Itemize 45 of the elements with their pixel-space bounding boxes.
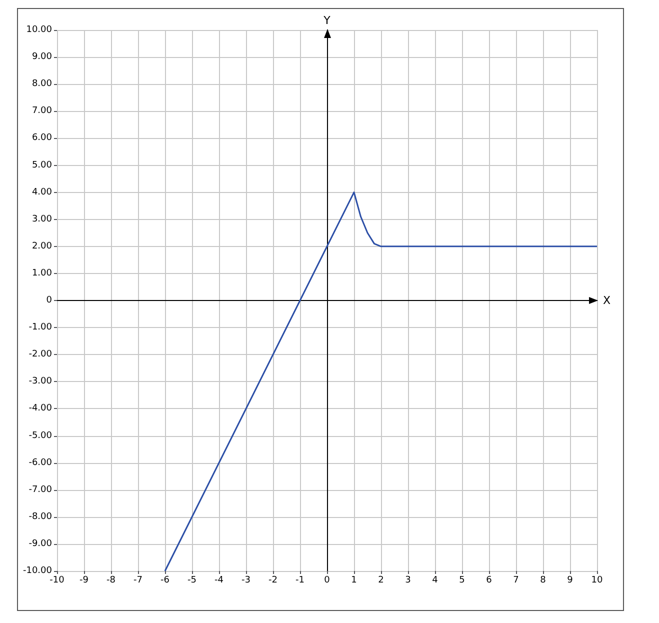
x-tick-label: 2 (378, 576, 384, 586)
y-tick-label: 8.00 (32, 79, 52, 90)
x-tick-label: 3 (405, 576, 411, 586)
x-tick-label: -9 (80, 576, 89, 586)
y-tick-label: -8.00 (28, 512, 52, 522)
x-tick-label: -5 (188, 576, 196, 586)
y-tick-label: -3.00 (28, 376, 52, 387)
x-tick-label: 7 (513, 576, 519, 586)
y-tick-label: -1.00 (28, 322, 52, 333)
y-tick-label: 1.00 (32, 268, 52, 278)
x-tick-label: 5 (459, 576, 465, 586)
y-tick-label: -6.00 (28, 458, 52, 468)
x-tick-label: 6 (486, 576, 492, 586)
x-tick-label: -1 (296, 576, 304, 586)
x-axis-title: X (603, 294, 611, 307)
x-tick-label: 8 (540, 576, 546, 586)
y-tick-label: 7.00 (32, 106, 52, 116)
y-tick-label: 6.00 (32, 133, 52, 144)
x-tick-label: -8 (106, 576, 116, 586)
y-tick-label: 3.00 (32, 214, 52, 224)
y-tick-label: -2.00 (28, 350, 52, 360)
y-tick-label: -7.00 (28, 484, 52, 495)
y-tick-label: -4.00 (28, 404, 52, 414)
x-tick-label: -10 (50, 576, 65, 586)
y-axis-title: Y (322, 14, 331, 27)
x-tick-label: -7 (134, 576, 142, 586)
y-tick-label: -10.00 (22, 566, 52, 576)
x-tick-label: -2 (268, 576, 278, 586)
x-tick-label: 0 (324, 576, 330, 586)
y-tick-label: -5.00 (28, 430, 52, 441)
x-tick-label: -6 (160, 576, 170, 586)
y-tick-label: 2.00 (32, 241, 52, 252)
x-tick-label: -4 (214, 576, 224, 586)
y-tick-label: 4.00 (32, 187, 52, 198)
x-tick-label: 1 (351, 576, 357, 586)
x-tick-label: 10 (591, 576, 603, 586)
y-tick-label: 0 (46, 296, 52, 306)
y-tick-label: -9.00 (28, 538, 52, 549)
y-tick-label: 5.00 (32, 160, 52, 170)
x-tick-label: 9 (567, 576, 574, 586)
y-tick-label: 9.00 (32, 52, 52, 62)
y-tick-label: 10.00 (26, 25, 52, 35)
x-tick-label: 4 (432, 576, 438, 586)
line-series (164, 192, 598, 572)
x-tick-label: -3 (242, 576, 250, 586)
